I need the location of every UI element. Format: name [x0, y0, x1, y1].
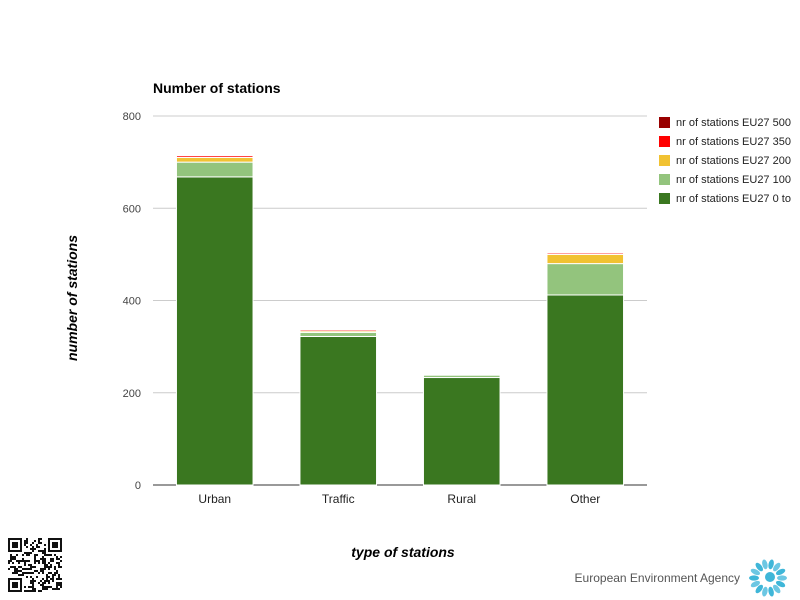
bar-segment: [299, 335, 378, 486]
legend-swatch: [659, 193, 670, 204]
y-tick-label: 600: [123, 203, 141, 215]
legend-label: nr of stations EU27 350: [676, 135, 791, 148]
eea-logo-icon[interactable]: [746, 556, 790, 600]
bar-segment: [422, 374, 501, 379]
bar-segment: [422, 377, 501, 486]
legend-swatch: [659, 117, 670, 128]
qr-code-icon[interactable]: [8, 538, 62, 592]
legend-item[interactable]: nr of stations EU27 0 to: [659, 189, 800, 208]
legend-swatch: [659, 136, 670, 147]
legend-swatch: [659, 174, 670, 185]
legend-item[interactable]: nr of stations EU27 200: [659, 151, 800, 170]
chart-title: Number of stations: [153, 80, 281, 96]
y-tick-label: 400: [123, 296, 141, 308]
x-tick-label: Other: [570, 492, 600, 506]
chart-legend: nr of stations EU27 500 nr of stations E…: [659, 113, 800, 208]
bar-segment: [175, 154, 254, 157]
y-tick-label: 200: [123, 388, 141, 400]
bar-segment: [546, 253, 625, 265]
legend-label: nr of stations EU27 100: [676, 173, 791, 186]
y-tick-label: 800: [123, 111, 141, 123]
x-tick-label: Urban: [198, 492, 231, 506]
legend-label: nr of stations EU27 500: [676, 116, 791, 129]
legend-item[interactable]: nr of stations EU27 350: [659, 132, 800, 151]
legend-label: nr of stations EU27 0 to: [676, 192, 791, 205]
footer: European Environment Agency: [575, 556, 790, 600]
agency-name: European Environment Agency: [574, 571, 740, 585]
x-axis-title: type of stations: [351, 544, 455, 560]
legend-label: nr of stations EU27 200: [676, 154, 791, 167]
legend-item[interactable]: nr of stations EU27 500: [659, 113, 800, 132]
bar-segment: [175, 176, 254, 486]
x-tick-label: Traffic: [322, 492, 355, 506]
bar-segment: [299, 331, 378, 337]
bar-segment: [546, 294, 625, 486]
legend-swatch: [659, 155, 670, 166]
bar-segment: [175, 161, 254, 178]
x-tick-label: Rural: [447, 492, 476, 506]
bar-segment: [546, 263, 625, 296]
y-tick-label: 0: [135, 480, 141, 492]
legend-item[interactable]: nr of stations EU27 100: [659, 170, 800, 189]
bar-segment: [175, 157, 254, 163]
